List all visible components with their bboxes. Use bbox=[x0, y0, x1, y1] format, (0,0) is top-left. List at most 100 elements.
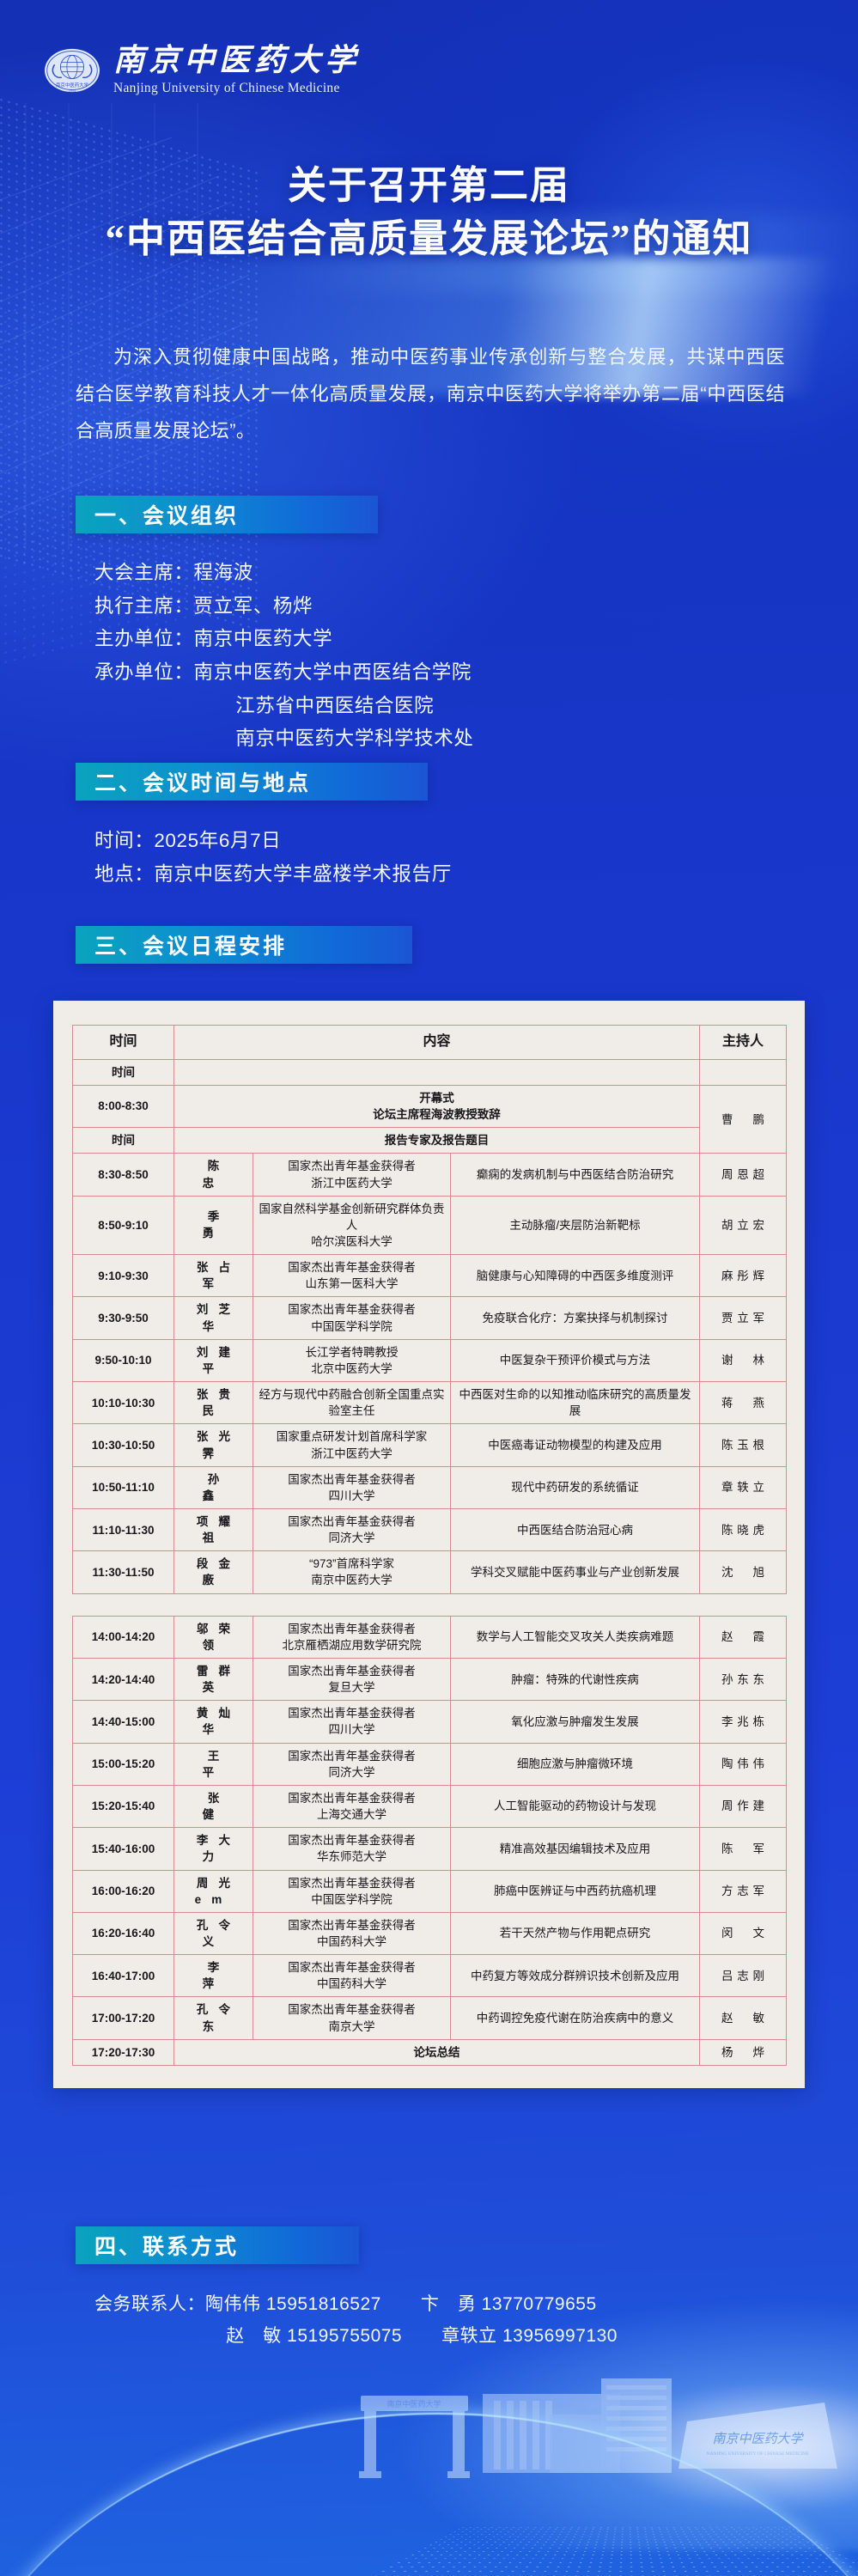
cell-topic: 肿瘤：特殊的代谢性疾病 bbox=[450, 1657, 700, 1702]
section-header-agenda: 三、会议日程安排 bbox=[76, 926, 412, 964]
schedule-table-head: 时间 内容 主持人 bbox=[72, 1025, 787, 1060]
cell-topic: 现代中药研发的系统循证 bbox=[450, 1465, 700, 1510]
cell-host: 赵 敏 bbox=[699, 1996, 787, 2040]
schedule-table: 时间 内容 主持人 时间 8:00-8:30 开幕式 论坛主席程海波教授致辞曹 鹏时间… bbox=[72, 1025, 787, 2066]
cell-affiliation: 国家杰出青年基金获得者 浙江中医药大学 bbox=[253, 1153, 451, 1197]
cell-host: 吕志刚 bbox=[699, 1954, 787, 1998]
cell-empty bbox=[173, 1058, 700, 1086]
cell-affiliation: 国家重点研发计划首席科学家 浙江中医药大学 bbox=[253, 1423, 451, 1467]
cell-speaker-name: 项耀祖 bbox=[173, 1507, 253, 1552]
contact-person-1-phone: 15951816527 bbox=[265, 2294, 381, 2314]
organization-details: 大会主席： 程海波 执行主席： 贾立军、杨烨 主办单位： 南京中医药大学 承办单… bbox=[94, 557, 782, 756]
cell-time: 8:50-9:10 bbox=[72, 1195, 174, 1256]
table-row: 时间 报告专家及报告题目 bbox=[72, 1127, 787, 1154]
cell-topic: 中医复杂干预评价模式与方法 bbox=[450, 1338, 700, 1383]
cell-host: 陈晓虎 bbox=[699, 1507, 787, 1552]
cell-speaker-name: 李大力 bbox=[173, 1827, 253, 1871]
org-host-unit-value: 南京中医药大学 bbox=[193, 628, 333, 650]
cell-host: 闵 文 bbox=[699, 1911, 787, 1956]
org-host-unit-label: 主办单位： bbox=[94, 628, 194, 650]
cell-topic: 若干天然产物与作用靶点研究 bbox=[450, 1911, 700, 1956]
cell-speaker-name: 张光霁 bbox=[173, 1423, 253, 1467]
cell-affiliation: 长江学者特聘教授 北京中医药大学 bbox=[253, 1338, 451, 1383]
cell-time: 15:40-16:00 bbox=[72, 1827, 174, 1871]
contact-person-1: 陶伟伟 15951816527 bbox=[205, 2288, 381, 2320]
contact-names-row-2: 赵 敏 15195755075 章轶立 13956997130 bbox=[226, 2320, 618, 2352]
cell-affiliation: 经方与现代中药融合创新全国重点实验室主任 bbox=[253, 1381, 451, 1425]
table-session-gap bbox=[72, 1593, 787, 1617]
section-header-organization: 一、会议组织 bbox=[76, 496, 378, 533]
cell-affiliation: 国家杰出青年基金获得者 中国药科大学 bbox=[253, 1911, 451, 1956]
cell-content: 开幕式 论坛主席程海波教授致辞 bbox=[173, 1084, 700, 1129]
cell-affiliation: 国家杰出青年基金获得者 四川大学 bbox=[253, 1465, 451, 1510]
cell-time: 9:30-9:50 bbox=[72, 1296, 174, 1340]
table-row: 15:00-15:20 王 平国家杰出青年基金获得者 同济大学 细胞应激与肿瘤微环境陶… bbox=[72, 1742, 787, 1786]
cell-time: 11:30-11:50 bbox=[72, 1550, 174, 1594]
contact-person-3-phone: 15195755075 bbox=[287, 2326, 403, 2347]
cell-host: 周恩超 bbox=[699, 1153, 787, 1197]
cell-time: 16:20-16:40 bbox=[72, 1911, 174, 1956]
cell-affiliation: 国家杰出青年基金获得者 南京大学 bbox=[253, 1996, 451, 2040]
table-row: 9:10-9:30 张占军 国家杰出青年基金获得者 山东第一医科大学 脑健康与心知障碍的… bbox=[72, 1254, 787, 1298]
table-row: 17:20-17:30 论坛总结杨 烨 bbox=[72, 2038, 787, 2066]
table-row: 16:20-16:40 孔令义 国家杰出青年基金获得者 中国药科大学 若干天然产物与作用… bbox=[72, 1911, 787, 1956]
org-exec-chair-label: 执行主席： bbox=[94, 594, 194, 617]
contact-person-2-phone: 13770779655 bbox=[481, 2294, 597, 2314]
cell-time-subheader: 时间 bbox=[72, 1127, 174, 1154]
table-row: 10:30-10:50 张光霁 国家重点研发计划首席科学家 浙江中医药大学 中医癌毒证动… bbox=[72, 1423, 787, 1467]
cell-speaker-name: 李 萍 bbox=[173, 1954, 253, 1998]
cell-speaker-name: 刘芝华 bbox=[173, 1296, 253, 1340]
org-row-exec-chair: 执行主席： 贾立军、杨烨 bbox=[94, 590, 782, 624]
cell-time: 8:00-8:30 bbox=[72, 1084, 174, 1129]
org-row-chair: 大会主席： 程海波 bbox=[94, 557, 782, 590]
cell-time: 16:00-16:20 bbox=[72, 1869, 174, 1913]
col-header-content: 内容 bbox=[173, 1025, 700, 1060]
cell-speaker-name: 张贵民 bbox=[173, 1381, 253, 1425]
cell-time: 9:10-9:30 bbox=[72, 1254, 174, 1298]
meeting-time-value: 2025年6月7日 bbox=[154, 830, 282, 851]
org-row-organizer: 承办单位： 南京中医药大学中西医结合学院 bbox=[94, 656, 782, 690]
cell-host: 陈 军 bbox=[699, 1827, 787, 1871]
cell-speaker-name: 季 勇 bbox=[173, 1195, 253, 1256]
cell-topic: 中西医对生命的以知推动临床研究的高质量发展 bbox=[450, 1381, 700, 1425]
svg-text:南京中医药大学: 南京中医药大学 bbox=[386, 2399, 441, 2409]
table-row: 8:00-8:30 开幕式 论坛主席程海波教授致辞曹 鹏 bbox=[72, 1084, 787, 1154]
cell-topic: 中药复方等效成分群辨识技术创新及应用 bbox=[450, 1954, 700, 1998]
cell-speaker-name: 孔令义 bbox=[173, 1911, 253, 1956]
cell-time: 17:20-17:30 bbox=[72, 2038, 174, 2066]
cell-topic: 人工智能驱动的药物设计与发现 bbox=[450, 1784, 700, 1829]
cell-affiliation: 国家杰出青年基金获得者 北京雁栖湖应用数学研究院 bbox=[253, 1615, 451, 1659]
title-line-2: “中西医结合高质量发展论坛”的通知 bbox=[105, 217, 753, 261]
contact-person-1-name: 陶伟伟 bbox=[205, 2294, 261, 2314]
col-header-host: 主持人 bbox=[699, 1025, 787, 1060]
contact-person-4-name: 章轶立 bbox=[441, 2326, 497, 2347]
table-row: 16:00-16:20 周光em 国家杰出青年基金获得者 中国医学科学院 肺癌中医辨证与… bbox=[72, 1869, 787, 1913]
org-organizer-label: 承办单位： bbox=[94, 661, 194, 684]
cell-time: 10:50-11:10 bbox=[72, 1465, 174, 1510]
cell-topic: 免疫联合化疗：方案抉择与机制探讨 bbox=[450, 1296, 700, 1340]
cell-topic: 学科交叉赋能中医药事业与产业创新发展 bbox=[450, 1550, 700, 1594]
org-row-host-unit: 主办单位： 南京中医药大学 bbox=[94, 623, 782, 656]
table-row: 14:00-14:20 邬荣领 国家杰出青年基金获得者 北京雁栖湖应用数学研究院 数学与… bbox=[72, 1615, 787, 1659]
cell-affiliation: 国家杰出青年基金获得者 四川大学 bbox=[253, 1700, 451, 1744]
table-row: 15:20-15:40 张 健国家杰出青年基金获得者 上海交通大学 人工智能驱动的药物… bbox=[72, 1784, 787, 1829]
university-logo: 南京中医药大学 1954 南京中医药大学 Nanjing University … bbox=[43, 41, 360, 100]
university-seal-icon: 南京中医药大学 1954 bbox=[45, 48, 100, 93]
cell-host: 陈玉根 bbox=[699, 1423, 787, 1467]
cell-time: 10:30-10:50 bbox=[72, 1423, 174, 1467]
contact-names-row-1: 陶伟伟 15951816527 卞 勇 13770779655 bbox=[205, 2288, 597, 2320]
cell-speaker-name: 雷群英 bbox=[173, 1657, 253, 1702]
logo-chinese-name: 南京中医药大学 bbox=[113, 43, 361, 78]
logo-english-name: Nanjing University of Chinese Medicine bbox=[113, 80, 340, 95]
meeting-place-value: 南京中医药大学丰盛楼学术报告厅 bbox=[154, 862, 452, 885]
svg-text:南京中医药大学: 南京中医药大学 bbox=[56, 82, 89, 88]
cell-affiliation: 国家杰出青年基金获得者 同济大学 bbox=[253, 1742, 451, 1786]
table-row: 9:50-10:10 刘建平 长江学者特聘教授 北京中医药大学 中医复杂干预评价模式与方… bbox=[72, 1338, 787, 1383]
schedule-table-card: 时间 内容 主持人 时间 8:00-8:30 开幕式 论坛主席程海波教授致辞曹 鹏时间… bbox=[53, 1001, 805, 2088]
cell-speaker-name: 周光em bbox=[173, 1869, 253, 1913]
cell-empty-host bbox=[699, 1058, 787, 1086]
svg-text:1954: 1954 bbox=[69, 88, 76, 93]
cell-topic: 数学与人工智能交叉攻关人类疾病难题 bbox=[450, 1615, 700, 1659]
org-organizer-value: 南京中医药大学中西医结合学院 bbox=[193, 661, 472, 684]
table-row: 16:40-17:00 李 萍国家杰出青年基金获得者 中国药科大学 中药复方等效成分群… bbox=[72, 1954, 787, 1998]
